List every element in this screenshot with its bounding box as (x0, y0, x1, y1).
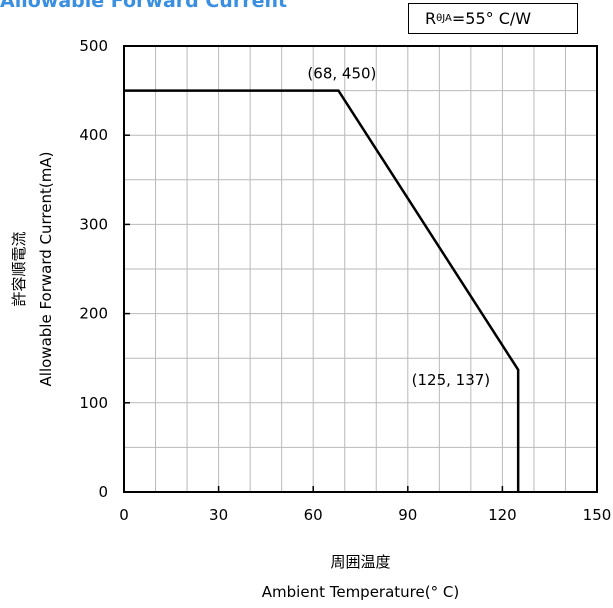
rtheta-subscript: θJA (436, 13, 452, 24)
x-tick-label: 90 (398, 506, 417, 524)
x-tick-label: 150 (583, 506, 612, 524)
grid (124, 46, 597, 492)
rtheta-symbol: R (425, 9, 437, 28)
series-line (124, 89, 520, 492)
plot-frame (123, 45, 598, 493)
y-axis-label: Allowable Forward Current(mA) (37, 152, 55, 387)
annotations: (68, 450) (125, 137) (307, 65, 490, 389)
y-tick-label: 500 (79, 37, 108, 55)
y-tick-label: 100 (79, 394, 108, 412)
y-tick-label: 300 (79, 215, 108, 233)
y-ticks: 0 100 200 300 400 500 (79, 37, 130, 501)
y-tick-label: 0 (98, 483, 108, 501)
x-axis-label-jp: 周囲温度 (330, 553, 390, 571)
x-ticks: 0 30 60 90 120 150 (119, 486, 611, 524)
x-tick-label: 60 (304, 506, 323, 524)
y-tick-label: 400 (79, 126, 108, 144)
y-tick-label: 200 (79, 305, 108, 323)
y-axis-label-jp: 許容順電流 (10, 231, 28, 306)
chart-title: Allowable Forward Current (0, 0, 288, 12)
rtheta-value: =55° C/W (451, 9, 532, 28)
x-tick-label: 30 (209, 506, 228, 524)
annotation-knee: (125, 137) (412, 371, 491, 389)
series (124, 89, 520, 492)
x-tick-label: 0 (119, 506, 129, 524)
x-tick-label: 120 (488, 506, 517, 524)
annotation-peak: (68, 450) (307, 65, 376, 83)
x-axis-label: Ambient Temperature(° C) (262, 583, 459, 601)
